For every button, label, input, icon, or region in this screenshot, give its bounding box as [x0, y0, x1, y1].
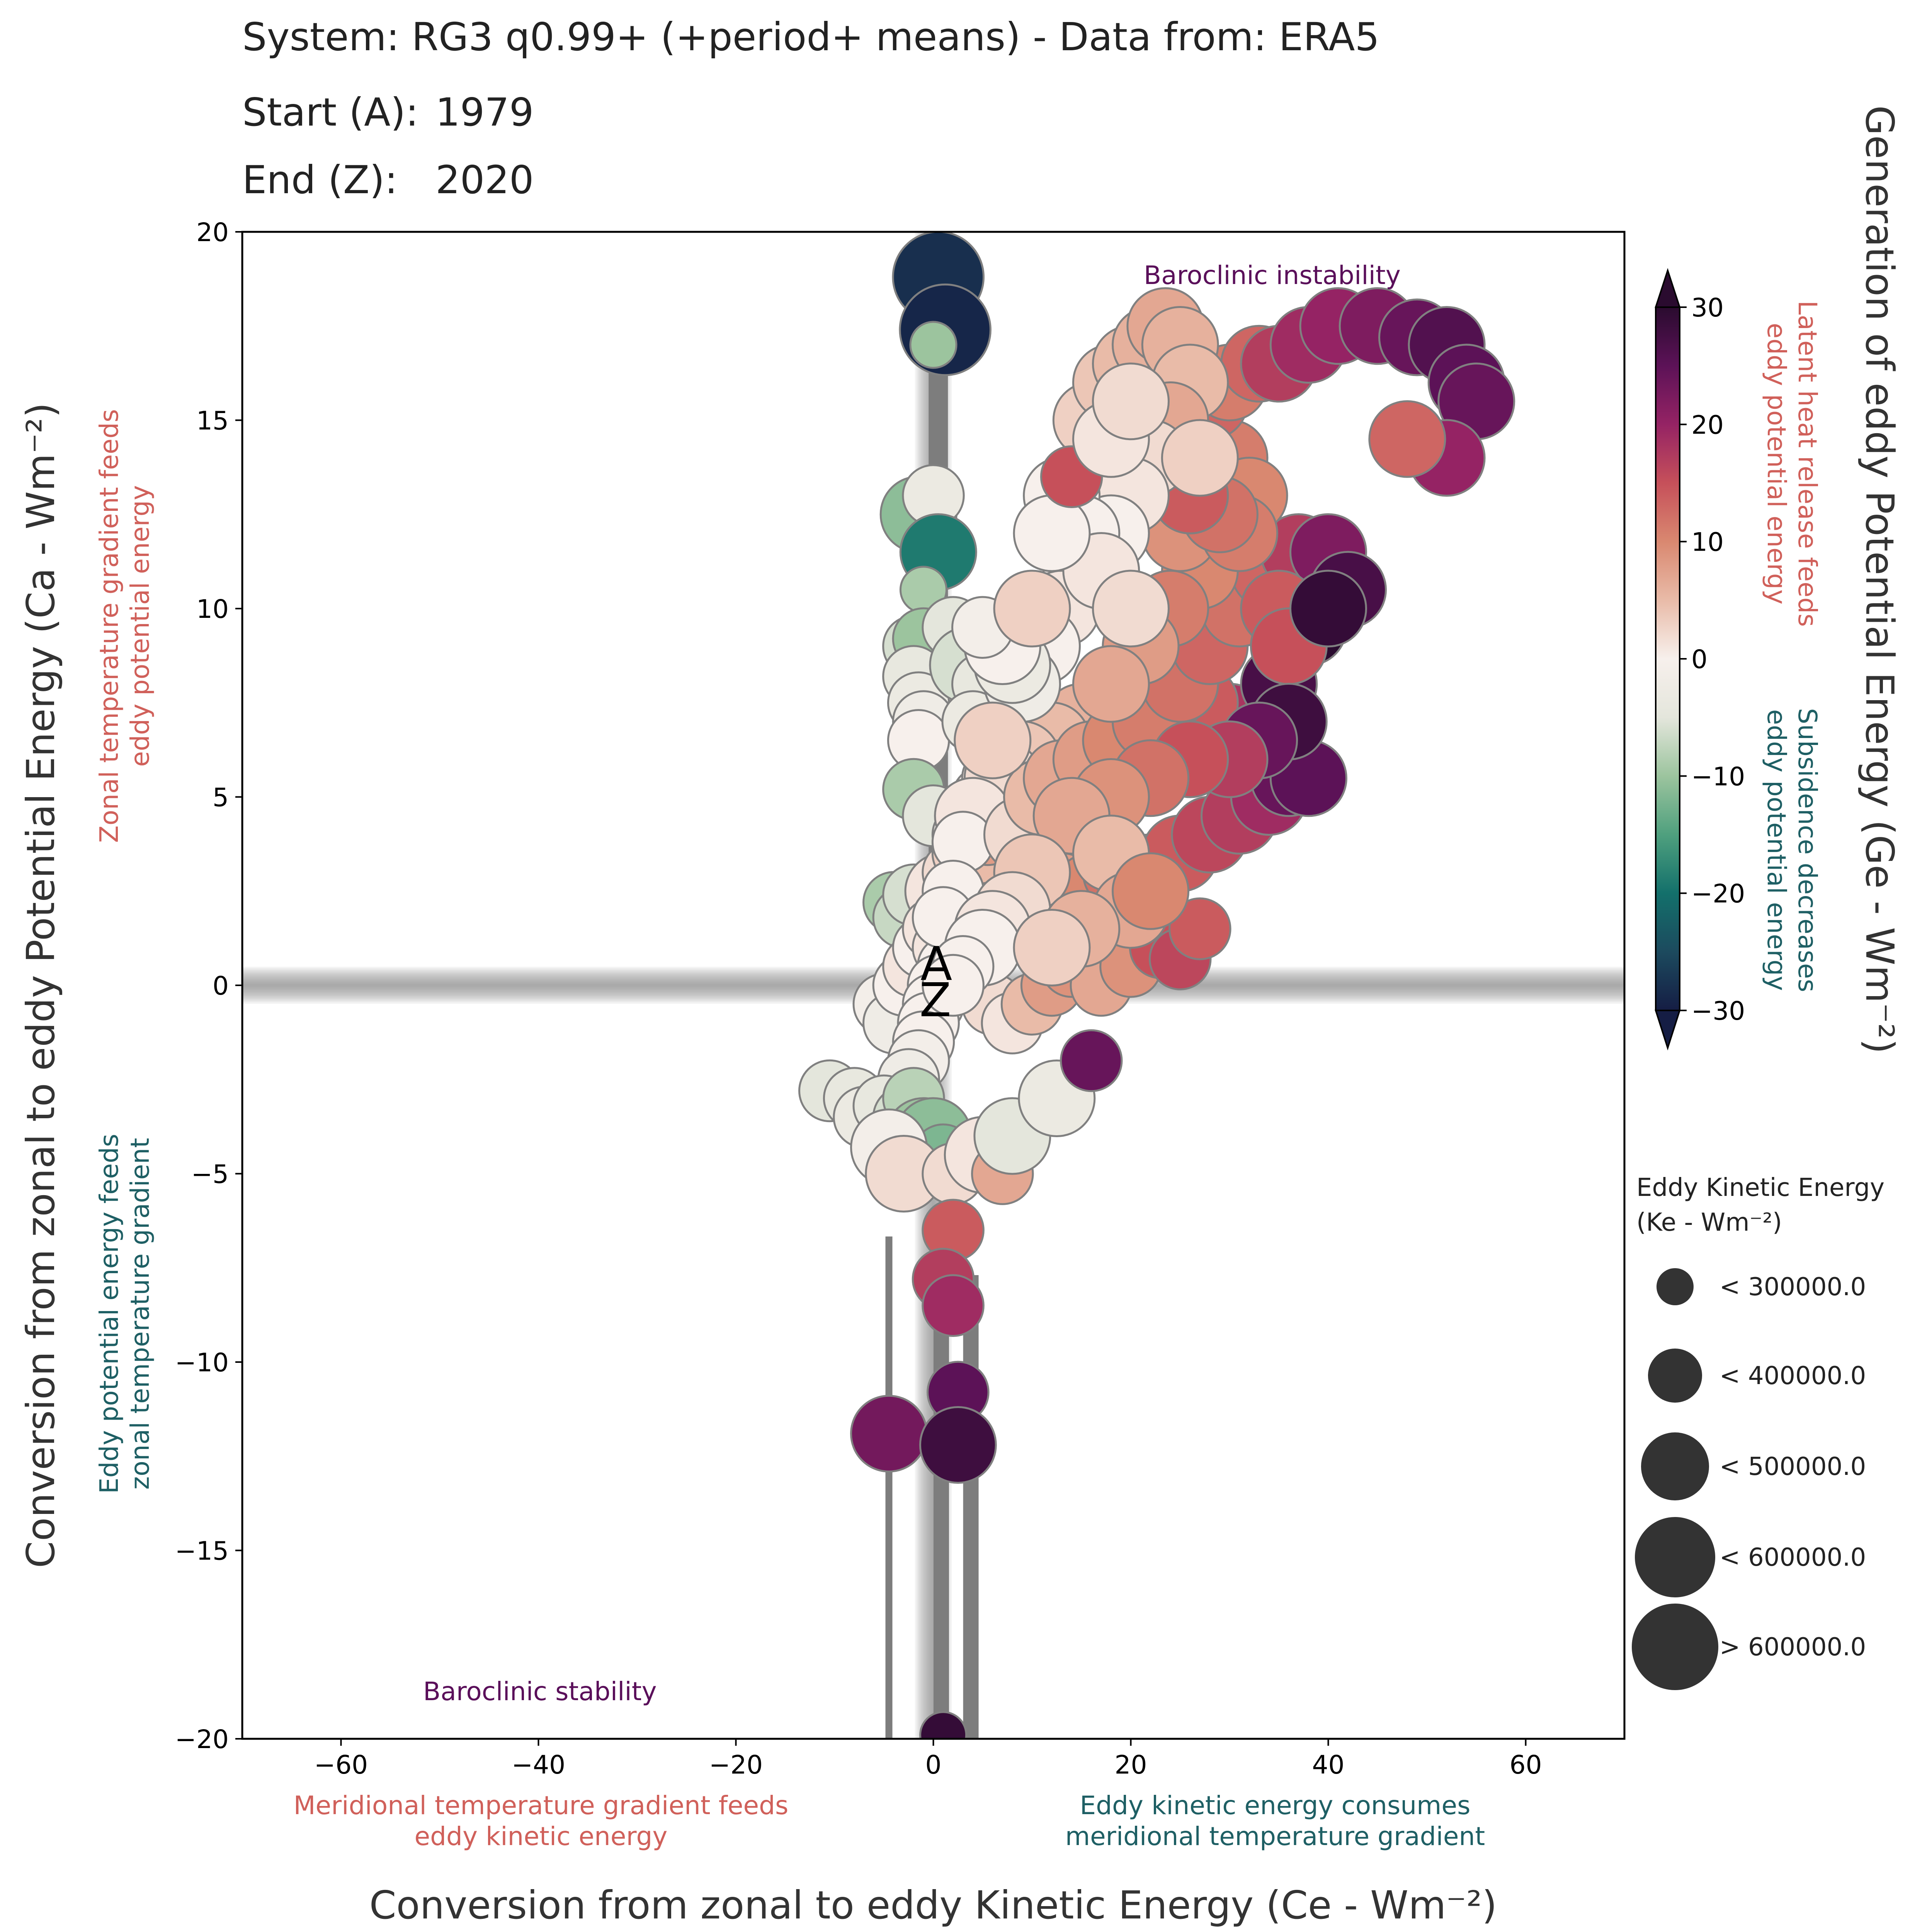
colorbar-extend-bottom — [1655, 1010, 1681, 1051]
size-legend-marker — [1635, 1517, 1715, 1597]
start-end-markers: AZ — [920, 937, 952, 1027]
x-tick-label: −20 — [709, 1750, 763, 1780]
size-legend-marker — [1641, 1432, 1709, 1500]
annotation-baroclinic-instability: Baroclinic instability — [1144, 260, 1401, 290]
colorbar-tick-label: 20 — [1691, 410, 1724, 440]
data-point — [922, 1274, 985, 1337]
y-tick-label: −10 — [175, 1348, 229, 1378]
start-marker: A — [920, 937, 952, 991]
data-point — [1092, 362, 1170, 440]
x-tick-label: 40 — [1312, 1750, 1345, 1780]
data-point — [909, 321, 957, 369]
annotation-bottom-left-2: eddy kinetic energy — [415, 1821, 668, 1851]
data-points — [798, 232, 1515, 1739]
colorbar-gradient — [1655, 306, 1680, 1011]
x-tick-label: 20 — [1115, 1750, 1147, 1780]
colorbar-tick-label: 30 — [1691, 293, 1724, 323]
x-tick-label: −60 — [314, 1750, 368, 1780]
colorbar-tick-label: −30 — [1691, 996, 1745, 1026]
annotation-left-lower-2: zonal temperature gradient — [125, 1138, 155, 1490]
data-point — [1368, 400, 1446, 478]
size-legend-label: < 400000.0 — [1719, 1362, 1866, 1390]
y-tick-label: −20 — [175, 1725, 229, 1754]
data-point — [1072, 645, 1150, 723]
colorbar: −30 −20 −10 0 10 20 30 — [1655, 268, 1745, 1051]
data-point — [954, 701, 1032, 779]
x-axis-ticks: −60 −40 −20 0 20 40 60 — [314, 1739, 1542, 1780]
data-point — [850, 1395, 928, 1473]
size-legend-marker — [1632, 1604, 1718, 1690]
colorbar-annotation-lower-1: Subsidence decreases — [1793, 708, 1822, 992]
end-value: 2020 — [435, 157, 534, 202]
y-tick-label: 10 — [196, 594, 229, 624]
colorbar-tick-label: 0 — [1691, 645, 1708, 674]
annotation-baroclinic-stability: Baroclinic stability — [423, 1677, 657, 1706]
annotation-left-upper-1: Zonal temperature gradient feeds — [94, 409, 124, 843]
colorbar-ticks: −30 −20 −10 0 10 20 30 — [1680, 293, 1745, 1026]
zero-band-bar — [963, 1275, 979, 1739]
y-tick-label: 5 — [213, 783, 229, 813]
data-point — [919, 1406, 997, 1484]
y-axis-title: Conversion from zonal to eddy Potential … — [18, 403, 63, 1568]
data-point — [922, 954, 985, 1017]
annotation-bottom-right-1: Eddy kinetic energy consumes — [1080, 1791, 1471, 1820]
x-tick-label: −40 — [512, 1750, 565, 1780]
start-value: 1979 — [435, 90, 534, 135]
x-tick-label: 0 — [925, 1750, 942, 1780]
start-label: Start (A): — [242, 90, 418, 135]
colorbar-tick-label: −20 — [1691, 879, 1745, 909]
colorbar-annotation-upper-1: Latent heat release feeds — [1793, 301, 1822, 627]
zero-band-bar — [885, 1236, 893, 1739]
data-point — [1161, 419, 1239, 497]
size-legend-subtitle: (Ke - Wm⁻²) — [1636, 1208, 1782, 1237]
annotation-left-lower-1: Eddy potential energy feeds — [94, 1134, 124, 1494]
annotation-left-upper-2: eddy potential energy — [125, 485, 155, 767]
data-point — [993, 570, 1071, 648]
data-point — [1060, 1029, 1123, 1092]
data-point — [1092, 570, 1170, 648]
data-point — [1289, 570, 1367, 648]
colorbar-extend-top — [1655, 268, 1681, 308]
size-legend-label: < 600000.0 — [1719, 1543, 1866, 1572]
data-point — [1013, 909, 1091, 986]
chart-title: System: RG3 q0.99+ (+period+ means) - Da… — [242, 14, 1379, 60]
y-tick-label: −5 — [191, 1160, 229, 1189]
size-legend-title: Eddy Kinetic Energy — [1636, 1173, 1884, 1202]
size-legend-marker — [1656, 1268, 1694, 1305]
size-legend-label: > 600000.0 — [1719, 1633, 1866, 1662]
y-tick-label: 0 — [213, 971, 229, 1001]
annotation-bottom-right-2: meridional temperature gradient — [1065, 1821, 1485, 1851]
plot-area: AZ −60 −40 −20 0 20 40 60 −20 −15 −10 −5 0 5 10 15 20 — [175, 218, 1626, 1780]
size-legend-marker — [1648, 1349, 1702, 1403]
end-marker: Z — [920, 974, 951, 1027]
end-label: End (Z): — [242, 157, 398, 202]
zero-band-bar — [933, 1275, 949, 1739]
data-point — [1112, 852, 1190, 930]
colorbar-tick-label: 10 — [1691, 527, 1724, 557]
x-axis-title: Conversion from zonal to eddy Kinetic En… — [369, 1883, 1497, 1928]
colorbar-annotation-upper-2: eddy potential energy — [1762, 323, 1791, 605]
y-tick-label: 20 — [196, 218, 229, 247]
y-tick-label: −15 — [175, 1536, 229, 1566]
y-axis-ticks: −20 −15 −10 −5 0 5 10 15 20 — [175, 218, 242, 1754]
data-point — [1168, 897, 1231, 960]
size-legend-label: < 300000.0 — [1719, 1273, 1866, 1301]
y-tick-label: 15 — [196, 406, 229, 436]
colorbar-tick-label: −10 — [1691, 762, 1745, 791]
x-tick-label: 60 — [1510, 1750, 1542, 1780]
colorbar-annotation-lower-2: eddy potential energy — [1762, 709, 1791, 991]
colorbar-title: Generation of eddy Potential Energy (Ge … — [1857, 105, 1902, 1054]
annotation-bottom-left-1: Meridional temperature gradient feeds — [294, 1791, 789, 1820]
size-legend: Eddy Kinetic Energy (Ke - Wm⁻²) < 300000… — [1632, 1173, 1884, 1690]
size-legend-label: < 500000.0 — [1719, 1452, 1866, 1481]
data-point — [919, 1711, 968, 1739]
